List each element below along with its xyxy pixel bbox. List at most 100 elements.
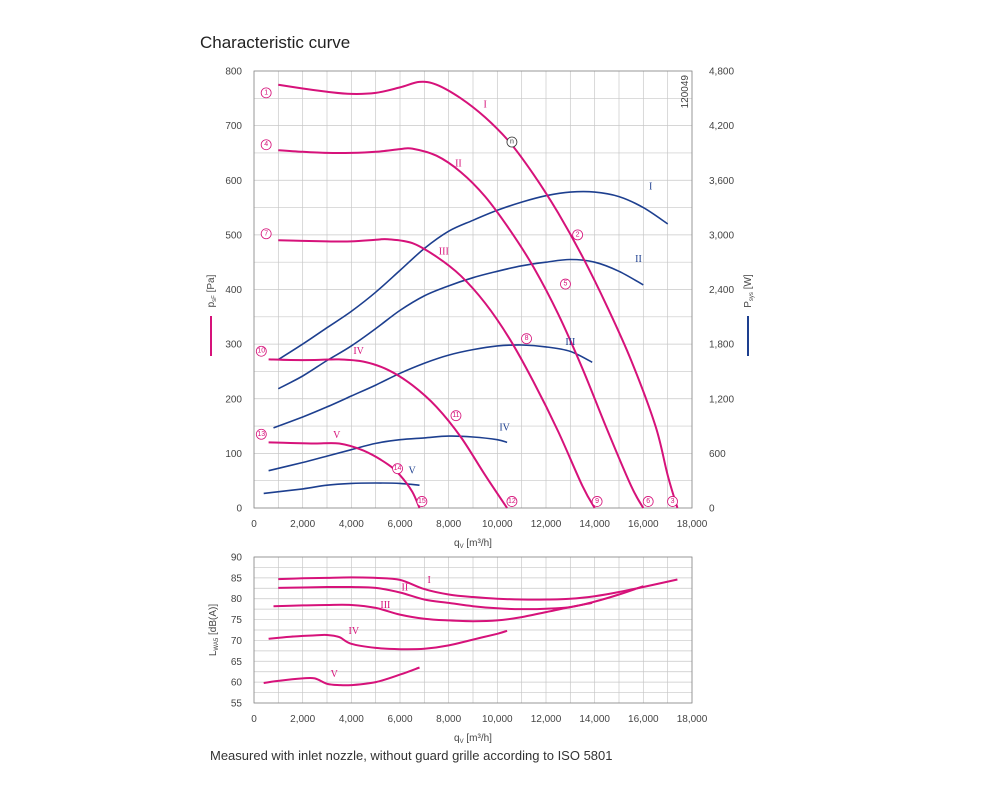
x-tick-label: 6,000 — [387, 519, 412, 530]
x-tick-label: 12,000 — [531, 714, 562, 725]
x-tick-label: 16,000 — [628, 519, 659, 530]
y-left-tick-label: 600 — [225, 176, 242, 187]
x-tick-label: 2,000 — [290, 519, 315, 530]
y-right-tick-label: 1,800 — [709, 340, 734, 351]
sound-series-label: V — [331, 669, 339, 680]
operating-point-number: 10 — [257, 348, 265, 355]
operating-point-marker — [450, 410, 462, 422]
pressure-series-label: V — [333, 430, 341, 441]
operating-point-marker — [642, 496, 654, 507]
operating-point-number: 12 — [508, 498, 516, 505]
diagram-code: 120049 — [680, 75, 691, 109]
y-right-tick-label: 4,200 — [709, 121, 734, 132]
operating-point-marker — [560, 278, 571, 290]
operating-point-marker — [416, 496, 428, 507]
sound-series-label: III — [380, 600, 390, 611]
x-axis-label: qV [m³/h] — [454, 733, 492, 745]
power-series-label: II — [635, 254, 642, 265]
operating-point-marker — [392, 463, 403, 475]
operating-point-number: 3 — [671, 498, 675, 505]
x-tick-label: 8,000 — [436, 519, 461, 530]
sound-curve-III — [273, 601, 593, 623]
y-left-axis-label: psF [Pa] — [206, 274, 218, 307]
y-right-axis-label: Psys [W] — [743, 274, 755, 308]
sound-curve-V — [263, 666, 420, 687]
y-tick-label: 75 — [231, 615, 243, 626]
y-right-tick-label: 1,200 — [709, 394, 734, 405]
operating-point-number: 4 — [264, 141, 268, 148]
x-tick-label: 4,000 — [339, 519, 364, 530]
y-tick-label: 80 — [231, 594, 243, 605]
x-tick-label: 8,000 — [436, 714, 461, 725]
pressure-series-label: III — [439, 247, 449, 258]
power-series-label: IV — [499, 423, 510, 434]
y-right-tick-label: 4,800 — [709, 67, 734, 78]
power-series-label: V — [409, 465, 417, 476]
x-tick-label: 0 — [251, 714, 257, 725]
nominal-point-marker — [506, 136, 518, 148]
pressure-curve-I — [278, 80, 679, 509]
y-tick-label: 60 — [231, 678, 243, 689]
operating-point-marker — [255, 345, 267, 357]
y-left-tick-label: 300 — [225, 340, 242, 351]
y-tick-label: 90 — [231, 553, 243, 564]
operating-point-number: 11 — [452, 412, 459, 419]
y-tick-label: 70 — [231, 636, 243, 647]
y-axis-label: LWA5 [dB(A)] — [208, 604, 220, 656]
operating-point-number: 15 — [418, 498, 426, 505]
operating-point-marker — [521, 333, 532, 345]
x-tick-label: 0 — [251, 519, 257, 530]
pressure-series-label: IV — [353, 346, 364, 357]
sound-curve-IV — [268, 629, 508, 651]
power-curve-I — [277, 190, 669, 361]
operating-point-marker — [260, 139, 272, 151]
operating-point-number: 6 — [646, 498, 650, 505]
sound-power-chart: 0 2,000 4,000 6,000 8,000 10,000 12,000 14,000 1… — [208, 553, 708, 746]
y-right-tick-label: 2,400 — [709, 285, 734, 296]
x-tick-label: 16,000 — [628, 714, 659, 725]
y-tick-label: 85 — [231, 573, 243, 584]
operating-point-number: 5 — [564, 281, 568, 288]
sound-curve-I — [278, 576, 678, 601]
x-tick-label: 10,000 — [482, 714, 513, 725]
operating-point-marker — [506, 496, 518, 507]
y-tick-label: 65 — [231, 657, 243, 668]
sound-series-label: IV — [348, 626, 359, 637]
pressure-curve-III — [278, 238, 596, 509]
operating-point-number: 2 — [576, 231, 580, 238]
operating-point-marker — [260, 87, 272, 99]
plot-frame — [253, 70, 693, 509]
x-tick-label: 12,000 — [531, 519, 562, 530]
y-right-tick-label: 0 — [709, 504, 715, 515]
power-curve-V — [263, 482, 420, 495]
pressure-series-label: I — [483, 100, 486, 111]
pressure-curve-V — [268, 441, 421, 509]
x-tick-label: 10,000 — [482, 519, 513, 530]
y-left-tick-label: 200 — [225, 394, 242, 405]
x-tick-label: 18,000 — [677, 714, 708, 725]
sound-series-label: II — [402, 582, 409, 593]
footnote: Measured with inlet nozzle, without guar… — [210, 748, 613, 763]
operating-point-number: 1 — [264, 89, 268, 96]
x-tick-label: 4,000 — [339, 714, 364, 725]
x-tick-label: 14,000 — [579, 714, 610, 725]
x-tick-label: 2,000 — [290, 714, 315, 725]
nominal-point-label: n — [510, 139, 514, 146]
operating-point-number: 8 — [525, 335, 529, 342]
plot-frame — [253, 556, 693, 704]
y-left-tick-label: 400 — [225, 285, 242, 296]
operating-point-number: 7 — [264, 230, 268, 237]
y-left-tick-label: 700 — [225, 121, 242, 132]
y-right-tick-label: 3,600 — [709, 176, 734, 187]
pressure-curve-IV — [268, 358, 508, 509]
x-tick-label: 18,000 — [677, 519, 708, 530]
operating-point-number: 13 — [257, 431, 265, 438]
x-tick-label: 14,000 — [579, 519, 610, 530]
operating-point-number: 14 — [394, 465, 402, 472]
power-curve-II — [277, 258, 644, 390]
y-left-tick-label: 500 — [225, 230, 242, 241]
operating-point-marker — [591, 496, 603, 507]
y-left-tick-label: 800 — [225, 67, 242, 78]
chart-title: Characteristic curve — [200, 33, 351, 52]
